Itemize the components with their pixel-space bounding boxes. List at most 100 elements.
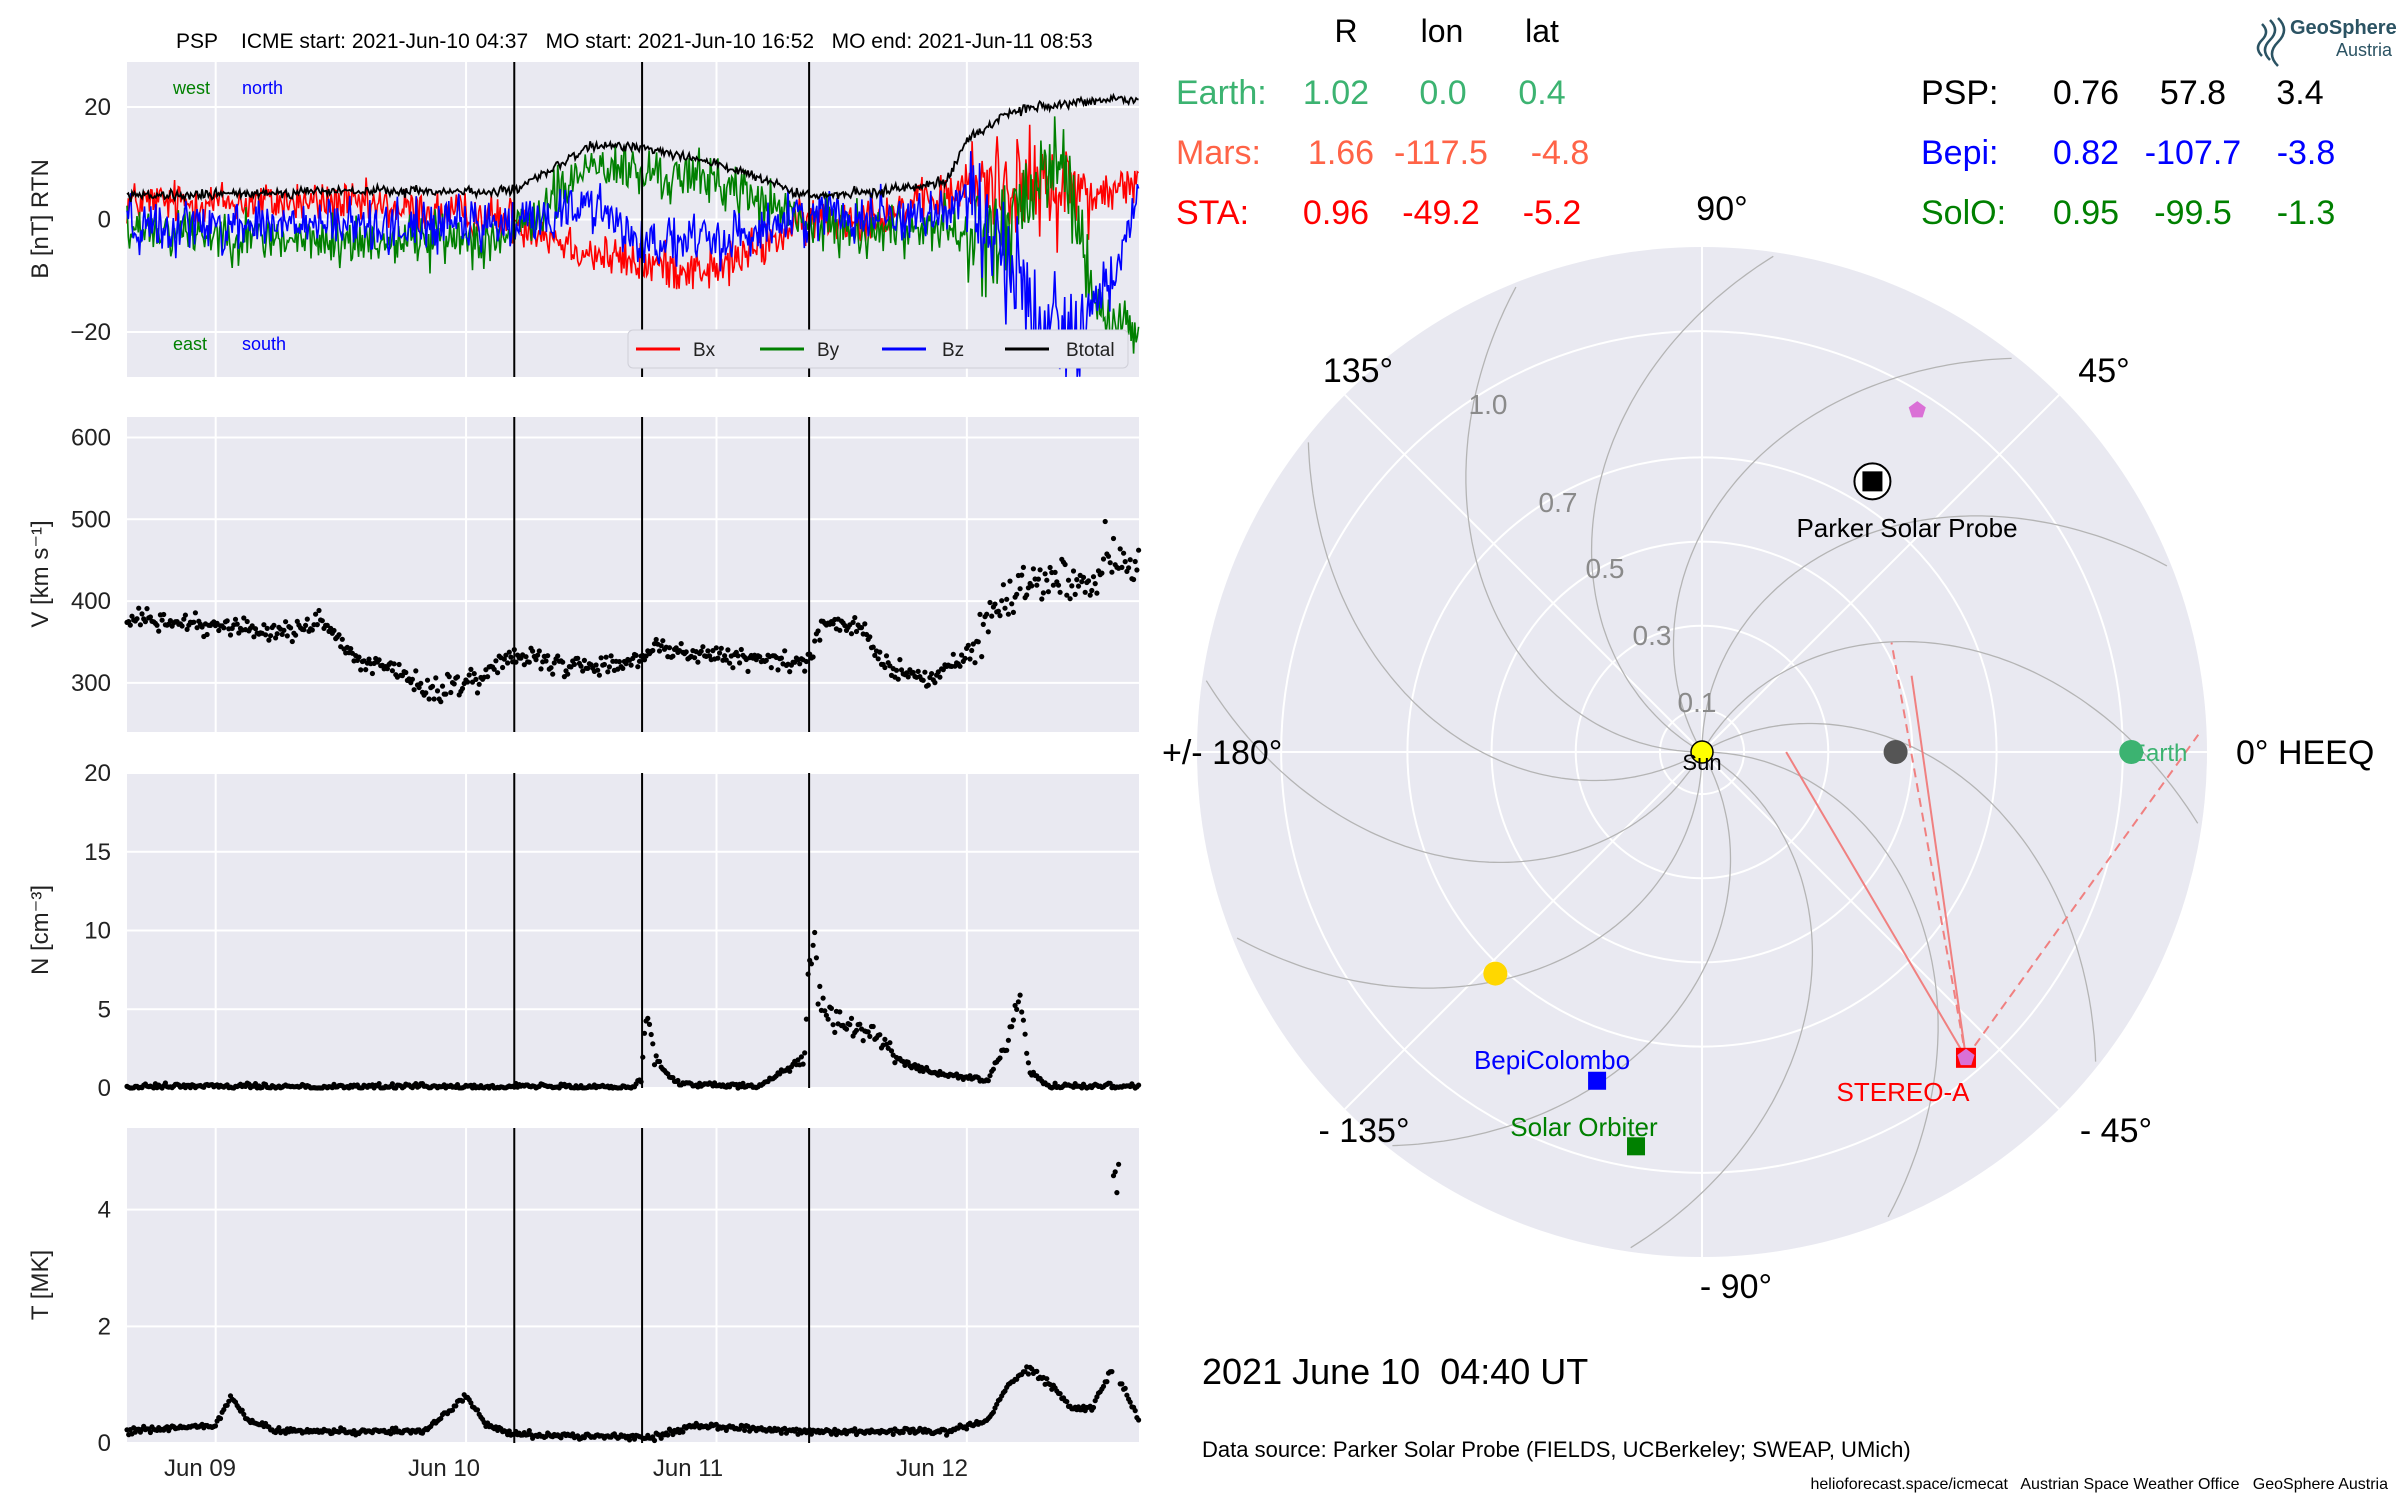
data-point (853, 628, 860, 635)
series-bz (126, 151, 1140, 378)
data-point (862, 621, 868, 627)
data-point (977, 611, 983, 618)
data-point (1109, 569, 1115, 575)
data-point (426, 696, 432, 702)
y-tick-label: 4 (98, 1197, 111, 1224)
data-point (660, 638, 666, 644)
radial-tick-label: 0.5 (1586, 553, 1625, 584)
data-source: Data source: Parker Solar Probe (FIELDS,… (1202, 1437, 1911, 1462)
data-point (560, 659, 566, 665)
data-point (898, 667, 905, 673)
data-point (241, 615, 247, 621)
data-point (1035, 576, 1041, 582)
data-point (241, 1411, 247, 1417)
data-point (1122, 1385, 1128, 1391)
legend-text-bx: Bx (693, 340, 716, 361)
data-point (391, 661, 397, 667)
data-point (1017, 992, 1023, 998)
mars-name: Mars: (1176, 134, 1261, 172)
positions-table: R lon lat Earth: 1.02 0.0 0.4 Mars: 1.66… (1176, 13, 2335, 232)
data-point (459, 685, 466, 692)
data-point (882, 664, 888, 671)
venus-marker (1483, 961, 1508, 986)
data-point (1004, 1047, 1010, 1053)
fieldline (1630, 755, 1814, 1249)
data-point (316, 607, 322, 614)
data-point (990, 1409, 997, 1415)
data-point (778, 1430, 785, 1436)
data-point (227, 632, 234, 638)
data-point (1112, 1169, 1118, 1175)
data-point (1024, 592, 1030, 598)
radial-tick-label: 0.7 (1539, 487, 1578, 518)
psp-name: PSP: (1921, 74, 1998, 112)
data-point (358, 667, 364, 673)
data-point (268, 633, 274, 639)
data-point (1002, 605, 1008, 611)
data-point (670, 653, 676, 659)
data-point (1042, 571, 1048, 577)
data-point (837, 627, 843, 633)
data-point (476, 681, 482, 687)
stereo-a-view-line-dashed (1965, 734, 2200, 1059)
data-point (313, 611, 319, 617)
data-point (860, 1038, 866, 1044)
data-point (870, 1023, 876, 1030)
data-point (999, 598, 1005, 604)
y-tick-label: 5 (98, 996, 111, 1023)
data-point (1136, 1417, 1142, 1423)
data-point (651, 1437, 658, 1444)
data-point (964, 1426, 970, 1432)
data-point (1070, 568, 1077, 574)
data-point (853, 1027, 860, 1033)
data-point (795, 1057, 801, 1063)
sun-marker (1690, 740, 1714, 764)
data-point (984, 611, 990, 617)
data-point (817, 983, 823, 990)
speed-panel: 300 400 500 600 V [km s⁻¹] (27, 417, 1142, 732)
data-point (1010, 609, 1017, 616)
data-point (987, 1073, 993, 1079)
data-point (384, 666, 390, 672)
data-point (1034, 1368, 1040, 1374)
data-point (396, 661, 402, 668)
data-point (1014, 1006, 1020, 1013)
data-point (843, 1026, 850, 1032)
data-point (865, 1029, 871, 1035)
data-point (595, 667, 601, 673)
data-point (550, 671, 556, 677)
data-point (800, 1061, 806, 1067)
data-point (409, 676, 415, 682)
data-point (468, 1400, 474, 1406)
data-point (787, 1068, 793, 1074)
data-point (1067, 596, 1073, 602)
data-point (217, 1415, 224, 1422)
data-point (506, 649, 512, 655)
data-point (526, 1428, 532, 1434)
data-point (700, 644, 706, 650)
y-tick-label: 600 (71, 424, 111, 451)
data-point (1005, 1037, 1012, 1043)
mercury-marker (1883, 740, 1908, 764)
x-tick-label: Jun 11 (653, 1455, 723, 1482)
data-point (301, 627, 307, 633)
data-point (1025, 1060, 1031, 1066)
data-point (418, 680, 424, 687)
polar-position-plot: 0.1 0.3 0.5 0.7 1.0 0° HEEQ 45° 90° 135°… (1162, 190, 2374, 1306)
label-stereo-a: STEREO-A (1837, 1077, 1971, 1107)
data-point (1039, 596, 1045, 602)
data-point (1064, 592, 1070, 598)
angle-label-135: 135° (1323, 352, 1393, 390)
data-point (830, 621, 836, 627)
angle-label-m135: - 135° (1318, 1112, 1409, 1150)
data-point (972, 660, 978, 666)
solo-r: 0.95 (2053, 194, 2119, 232)
data-point (975, 639, 981, 645)
data-point (283, 619, 289, 625)
data-point (508, 654, 514, 660)
data-point (239, 1407, 245, 1413)
data-point (161, 611, 167, 618)
data-point (848, 1015, 855, 1022)
data-point (1117, 546, 1123, 552)
data-point (893, 667, 900, 673)
